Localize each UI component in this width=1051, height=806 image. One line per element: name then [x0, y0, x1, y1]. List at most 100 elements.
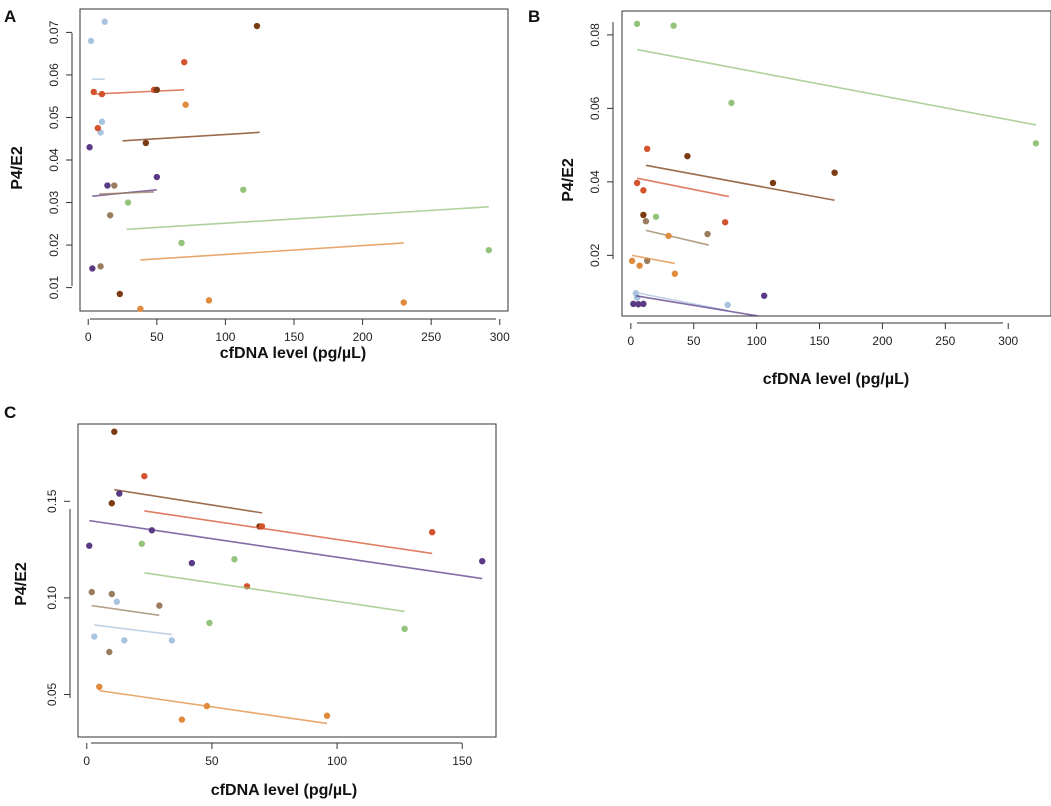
- data-point: [141, 472, 148, 480]
- panel-b-plot-frame: [621, 10, 1051, 317]
- panel-c-ticks: 0 50 100 150 0.05 0.10 0.15: [45, 489, 473, 768]
- data-point: [640, 211, 647, 219]
- data-point: [188, 559, 196, 567]
- x-tick-label: 50: [205, 754, 219, 768]
- data-point: [108, 590, 115, 598]
- data-point: [88, 588, 95, 596]
- data-point: [121, 637, 128, 644]
- series-dark-brown: [108, 428, 263, 530]
- panel-b-x-axis-title: cfDNA level (pg/µL): [763, 371, 909, 388]
- data-point: [106, 648, 113, 656]
- data-point: [98, 90, 106, 98]
- regression-line: [636, 48, 1037, 126]
- data-point: [86, 144, 93, 151]
- series-orange: [628, 232, 679, 277]
- data-point: [323, 712, 331, 719]
- data-point: [479, 557, 486, 565]
- data-point: [153, 86, 161, 94]
- x-tick-label: 100: [747, 334, 767, 348]
- panel-c-plot-frame: [77, 423, 497, 738]
- regression-line: [126, 205, 489, 231]
- data-point: [137, 305, 144, 313]
- x-tick-label: 150: [452, 754, 472, 768]
- data-point: [148, 527, 156, 534]
- regression-line: [140, 242, 404, 261]
- data-point: [628, 257, 636, 265]
- y-tick-label: 0.15: [45, 489, 59, 513]
- x-tick-label: 0: [85, 330, 92, 344]
- data-point: [635, 301, 642, 308]
- data-point: [428, 528, 436, 536]
- x-tick-label: 250: [421, 330, 441, 344]
- regression-line: [99, 191, 155, 195]
- regression-line: [93, 89, 185, 95]
- regression-line: [89, 519, 483, 580]
- series-purple: [86, 490, 486, 580]
- panel-b-letter: B: [528, 7, 540, 26]
- data-point: [156, 602, 163, 609]
- series-dark-brown: [116, 22, 261, 298]
- regression-line: [144, 510, 433, 555]
- panel-b: B cfDNA level (pg/µL) P4/E2 0 50 100 150 200…: [528, 7, 1051, 388]
- y-tick-label: 0.01: [47, 276, 61, 300]
- regression-line: [94, 624, 172, 636]
- data-point: [671, 270, 679, 277]
- data-point: [205, 297, 213, 304]
- data-point: [116, 290, 123, 298]
- data-point: [400, 299, 407, 306]
- x-tick-label: 0: [627, 334, 634, 348]
- data-point: [670, 22, 677, 29]
- panel-a-letter: A: [4, 7, 16, 26]
- series-dark-brown: [640, 152, 838, 219]
- y-tick-label: 0.05: [45, 682, 59, 706]
- data-point: [1032, 140, 1040, 147]
- series-purple: [86, 144, 161, 272]
- series-red-orange: [633, 145, 730, 226]
- y-tick-label: 0.04: [47, 148, 61, 172]
- x-tick-label: 200: [353, 330, 373, 344]
- panel-a-ticks: 0 50 100 150 200 250 300 0.01 0.02 0.03 0.04 0.05 0.…: [47, 20, 510, 344]
- data-point: [640, 187, 647, 194]
- panel-c-x-axis-title: cfDNA level (pg/µL): [211, 782, 357, 799]
- x-tick-label: 100: [215, 330, 235, 344]
- regression-line: [636, 177, 730, 198]
- y-tick-label: 0.08: [588, 23, 602, 47]
- data-point: [138, 540, 146, 547]
- panel-a-x-axis-title: cfDNA level (pg/µL): [220, 345, 366, 362]
- y-tick-label: 0.03: [47, 191, 61, 215]
- data-point: [203, 702, 211, 710]
- data-point: [253, 22, 261, 30]
- data-point: [104, 182, 111, 189]
- series-green: [633, 20, 1040, 220]
- regression-line: [631, 254, 675, 265]
- data-point: [116, 490, 123, 497]
- data-point: [684, 152, 691, 160]
- data-point: [89, 265, 96, 272]
- panel-b-ticks: 0 50 100 150 200 250 300 0.02 0.04 0.06 0.08: [588, 23, 1019, 348]
- series-taupe: [88, 588, 163, 656]
- data-point: [181, 58, 188, 66]
- series-purple: [630, 292, 768, 316]
- y-tick-label: 0.04: [588, 170, 602, 194]
- data-point: [91, 633, 98, 640]
- panel-b-data: [628, 20, 1040, 316]
- panel-b-y-axis-title: P4/E2: [560, 158, 577, 202]
- data-point: [636, 262, 643, 269]
- data-point: [113, 598, 120, 605]
- panel-c: C cfDNA level (pg/µL) P4/E2 0 50 100 150 0.0…: [4, 403, 497, 799]
- panel-a-y-axis-title: P4/E2: [9, 146, 26, 190]
- panel-a-plot-frame: [79, 8, 509, 312]
- data-point: [90, 88, 97, 96]
- data-point: [704, 230, 711, 238]
- data-point: [124, 199, 132, 206]
- regression-line: [114, 488, 263, 514]
- x-tick-label: 200: [872, 334, 892, 348]
- data-point: [168, 637, 176, 644]
- panel-c-letter: C: [4, 403, 16, 422]
- data-point: [231, 556, 238, 563]
- data-point: [640, 300, 647, 308]
- panel-a: A cfDNA level (pg/µL) P4/E2 0 50 100 150 200…: [4, 7, 510, 362]
- series-light-blue: [87, 18, 108, 136]
- data-point: [106, 212, 114, 219]
- data-point: [760, 292, 768, 299]
